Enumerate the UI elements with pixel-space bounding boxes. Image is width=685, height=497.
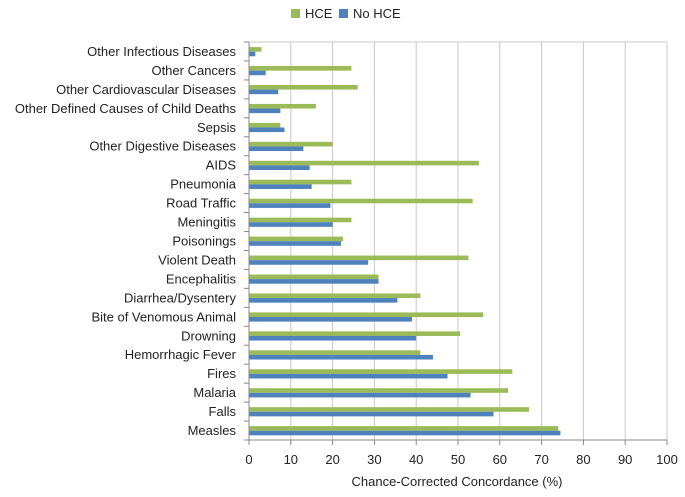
bar-hce-other-infectious-diseases bbox=[249, 47, 262, 52]
bar-no-hce-drowning bbox=[249, 335, 417, 341]
bar-hce-fires bbox=[249, 369, 513, 374]
x-tick-label-60: 60 bbox=[493, 452, 507, 467]
bar-no-hce-diarrhea-dysentery bbox=[249, 298, 398, 303]
bar-no-hce-aids bbox=[249, 165, 310, 170]
bar-hce-encephalitis bbox=[249, 274, 379, 280]
bar-hce-meningitis bbox=[249, 217, 352, 223]
x-tick-label-40: 40 bbox=[409, 452, 423, 467]
x-tick-label-0: 0 bbox=[245, 452, 252, 467]
bar-no-hce-bite-of-venomous-animal bbox=[249, 317, 413, 322]
legend-label-hce: HCE bbox=[305, 6, 333, 21]
x-tick-label-100: 100 bbox=[656, 452, 678, 467]
category-label-violent-death: Violent Death bbox=[158, 252, 236, 267]
bar-no-hce-other-cancers bbox=[249, 70, 266, 76]
bar-no-hce-violent-death bbox=[249, 260, 369, 265]
category-label-meningitis: Meningitis bbox=[177, 215, 236, 230]
x-tick-label-50: 50 bbox=[451, 452, 465, 467]
bar-hce-aids bbox=[249, 160, 479, 166]
bar-hce-bite-of-venomous-animal bbox=[249, 312, 484, 318]
bar-no-hce-other-digestive-diseases bbox=[249, 146, 304, 152]
x-tick-label-70: 70 bbox=[534, 452, 548, 467]
bar-hce-sepsis bbox=[249, 122, 281, 128]
category-label-other-infectious-diseases: Other Infectious Diseases bbox=[87, 44, 236, 59]
bar-no-hce-poisonings bbox=[249, 241, 341, 246]
bar-hce-other-cardiovascular-diseases bbox=[249, 84, 358, 90]
bar-no-hce-sepsis bbox=[249, 127, 285, 133]
bar-no-hce-fires bbox=[249, 373, 448, 379]
bar-no-hce-encephalitis bbox=[249, 279, 379, 284]
category-label-diarrhea-dysentery: Diarrhea/Dysentery bbox=[124, 290, 236, 305]
x-tick-label-20: 20 bbox=[325, 452, 339, 467]
bar-hce-drowning bbox=[249, 331, 461, 336]
bar-hce-hemorrhagic-fever bbox=[249, 350, 421, 355]
category-label-measles: Measles bbox=[188, 423, 237, 438]
category-label-falls: Falls bbox=[209, 404, 237, 419]
bar-hce-pneumonia bbox=[249, 179, 352, 185]
bar-hce-other-cancers bbox=[249, 66, 352, 71]
bar-hce-malaria bbox=[249, 388, 509, 393]
bar-no-hce-road-traffic bbox=[249, 203, 331, 208]
category-label-pneumonia: Pneumonia bbox=[170, 177, 237, 192]
x-tick-label-90: 90 bbox=[618, 452, 632, 467]
category-label-bite-of-venomous-animal: Bite of Venomous Animal bbox=[91, 309, 236, 324]
x-tick-labels: 0 10 20 30 40 50 60 70 80 90 100 bbox=[245, 452, 677, 467]
bar-no-hce-measles bbox=[249, 430, 561, 436]
bar-no-hce-pneumonia bbox=[249, 184, 312, 189]
bar-no-hce-falls bbox=[249, 411, 494, 417]
bar-no-hce-other-cardiovascular-diseases bbox=[249, 89, 279, 95]
x-tick-label-80: 80 bbox=[576, 452, 590, 467]
category-label-drowning: Drowning bbox=[181, 328, 236, 343]
bar-hce-diarrhea-dysentery bbox=[249, 293, 421, 299]
category-label-poisonings: Poisonings bbox=[172, 234, 236, 249]
category-label-other-digestive-diseases: Other Digestive Diseases bbox=[89, 139, 236, 154]
category-label-hemorrhagic-fever: Hemorrhagic Fever bbox=[125, 347, 237, 362]
bar-hce-other-digestive-diseases bbox=[249, 141, 333, 147]
category-labels: Other Infectious Diseases Other Cancers Ot… bbox=[15, 44, 237, 438]
category-label-fires: Fires bbox=[207, 366, 236, 381]
category-label-encephalitis: Encephalitis bbox=[166, 271, 237, 286]
category-label-other-defined-causes-of-child-deaths: Other Defined Causes of Child Deaths bbox=[15, 101, 237, 116]
legend-swatch-hce bbox=[291, 9, 300, 18]
bar-no-hce-other-infectious-diseases bbox=[249, 51, 256, 57]
category-label-other-cancers: Other Cancers bbox=[151, 63, 236, 78]
bar-hce-other-defined-causes-of-child-deaths bbox=[249, 103, 316, 109]
bar-hce-measles bbox=[249, 426, 559, 431]
category-label-aids: AIDS bbox=[206, 158, 237, 173]
x-axis-title: Chance-Corrected Concordance (%) bbox=[352, 474, 563, 489]
bar-hce-falls bbox=[249, 407, 530, 412]
legend-label-no-hce: No HCE bbox=[353, 6, 401, 21]
bar-no-hce-meningitis bbox=[249, 222, 333, 227]
bar-hce-poisonings bbox=[249, 236, 344, 242]
x-tick-label-30: 30 bbox=[367, 452, 381, 467]
legend-swatch-no-hce bbox=[339, 9, 348, 18]
bar-no-hce-other-defined-causes-of-child-deaths bbox=[249, 108, 281, 114]
bar-hce-violent-death bbox=[249, 255, 469, 261]
category-label-sepsis: Sepsis bbox=[197, 120, 237, 135]
category-label-malaria: Malaria bbox=[193, 385, 236, 400]
category-label-other-cardiovascular-diseases: Other Cardiovascular Diseases bbox=[56, 82, 236, 97]
axes bbox=[244, 41, 668, 445]
category-label-road-traffic: Road Traffic bbox=[166, 196, 236, 211]
bar-no-hce-hemorrhagic-fever bbox=[249, 354, 433, 360]
bar-hce-road-traffic bbox=[249, 198, 473, 204]
x-tick-label-10: 10 bbox=[284, 452, 298, 467]
gridlines bbox=[249, 41, 668, 440]
legend: HCE No HCE bbox=[291, 6, 401, 21]
bars bbox=[249, 47, 561, 436]
bar-no-hce-malaria bbox=[249, 392, 471, 398]
